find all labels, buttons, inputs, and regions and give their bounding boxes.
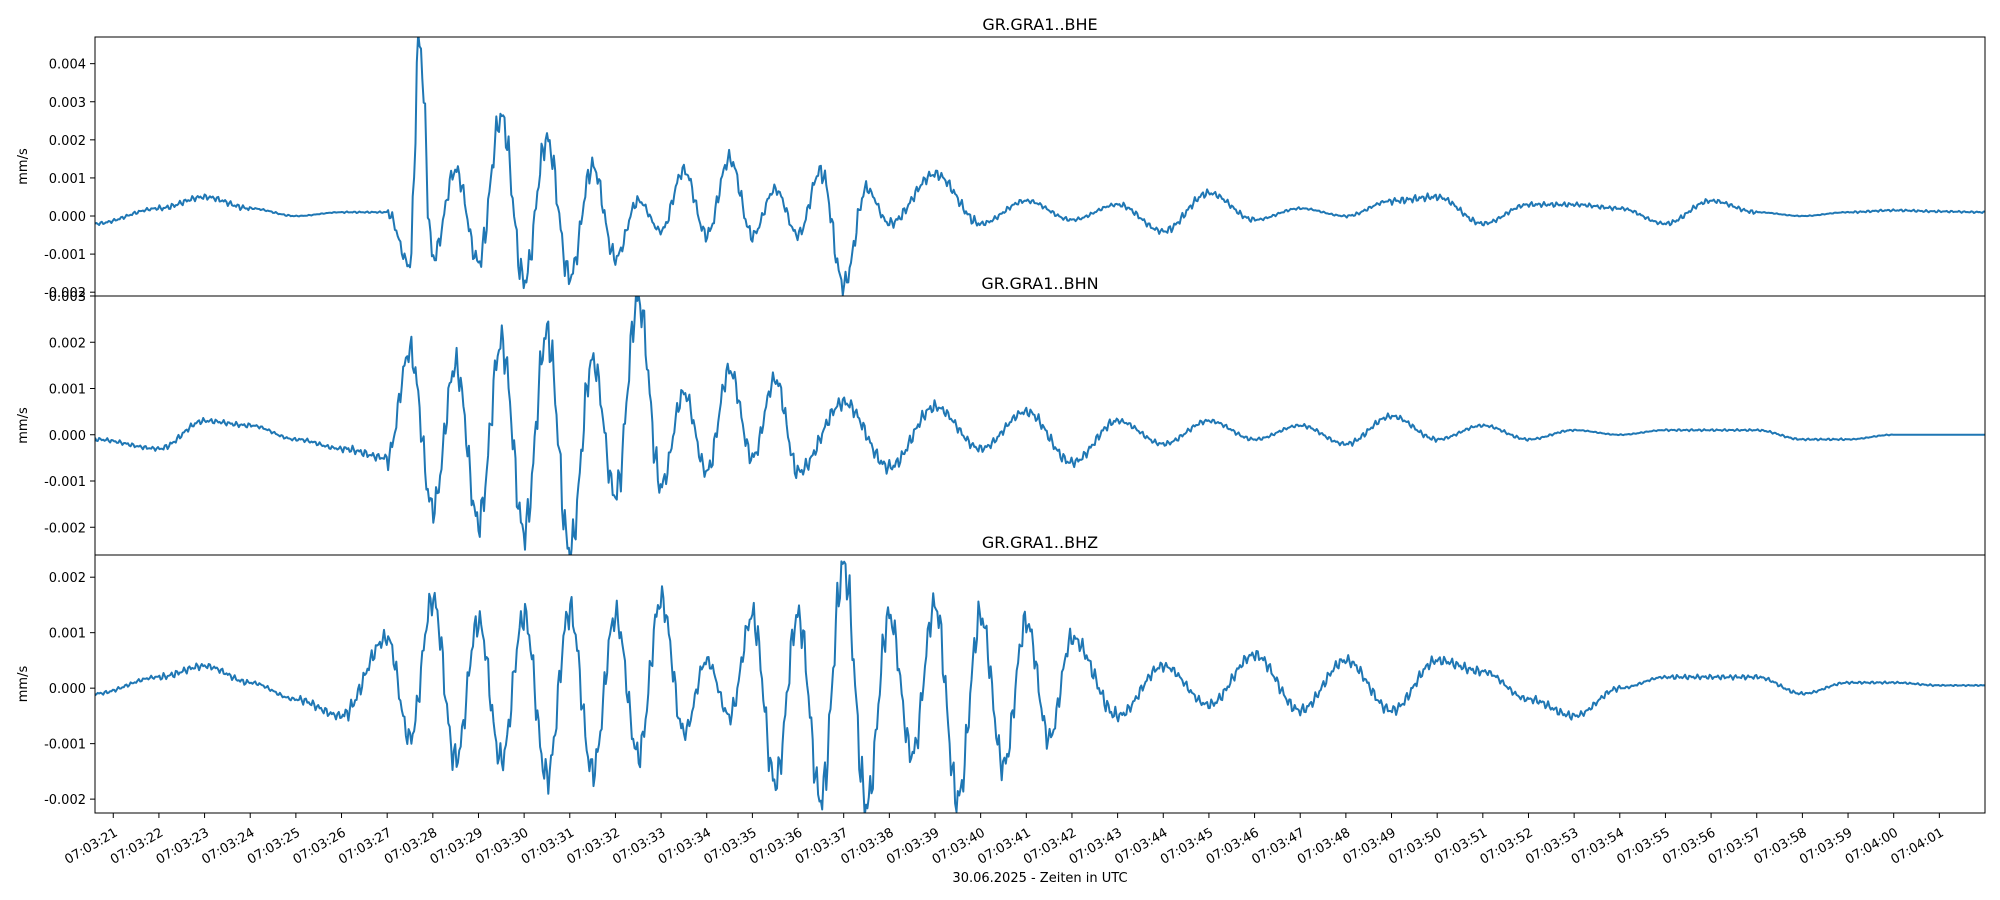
y-tick-label: -0.001	[44, 248, 86, 263]
panel-frame	[94, 36, 1986, 297]
y-axis-label: mm/s	[16, 148, 31, 185]
y-tick-label: 0.001	[49, 383, 86, 398]
y-axis-label: mm/s	[16, 666, 31, 703]
series-line	[95, 37, 1985, 296]
y-tick-label: 0.002	[49, 134, 86, 149]
y-tick-label: 0.000	[49, 210, 86, 225]
panel-frame	[94, 554, 1986, 814]
panel-title: GR.GRA1..BHZ	[982, 533, 1098, 552]
panel-title: GR.GRA1..BHN	[981, 274, 1098, 293]
series-line	[95, 560, 1985, 813]
y-tick-label: 0.001	[49, 172, 86, 187]
y-tick-label: -0.001	[44, 738, 86, 753]
channel-panel: GR.GRA1..BHN -0.002 -0.001 0.000 0.001 0.002 0…	[16, 274, 1986, 556]
y-tick-label: 0.003	[49, 290, 86, 305]
y-tick-label: -0.002	[44, 521, 86, 536]
y-tick-label: 0.004	[49, 58, 86, 73]
y-tick-label: 0.003	[49, 96, 86, 111]
y-tick-label: -0.002	[44, 793, 86, 808]
y-tick-label: 0.002	[49, 571, 86, 586]
x-axis-label: 30.06.2025 - Zeiten in UTC	[952, 871, 1127, 886]
y-tick-label: -0.002	[44, 286, 86, 301]
y-tick-label: 0.002	[49, 336, 86, 351]
y-tick-label: 0.000	[49, 429, 86, 444]
series-line	[95, 296, 1985, 555]
panels: GR.GRA1..BHE -0.002 -0.001 0.000 0.001 0.002 0…	[16, 15, 1986, 814]
channel-panel: GR.GRA1..BHE -0.002 -0.001 0.000 0.001 0.002 0…	[16, 15, 1986, 301]
channel-panel: GR.GRA1..BHZ -0.002 -0.001 0.000 0.001 0.002 m…	[16, 533, 1986, 814]
x-axis: 07:03:2107:03:2207:03:2307:03:2407:03:25…	[62, 813, 1947, 868]
y-axis-label: mm/s	[16, 407, 31, 444]
panel-title: GR.GRA1..BHE	[982, 15, 1097, 34]
y-tick-label: 0.001	[49, 627, 86, 642]
x-tick-label: 07:04:01	[1888, 825, 1946, 867]
y-tick-label: -0.001	[44, 475, 86, 490]
y-tick-label: 0.000	[49, 682, 86, 697]
